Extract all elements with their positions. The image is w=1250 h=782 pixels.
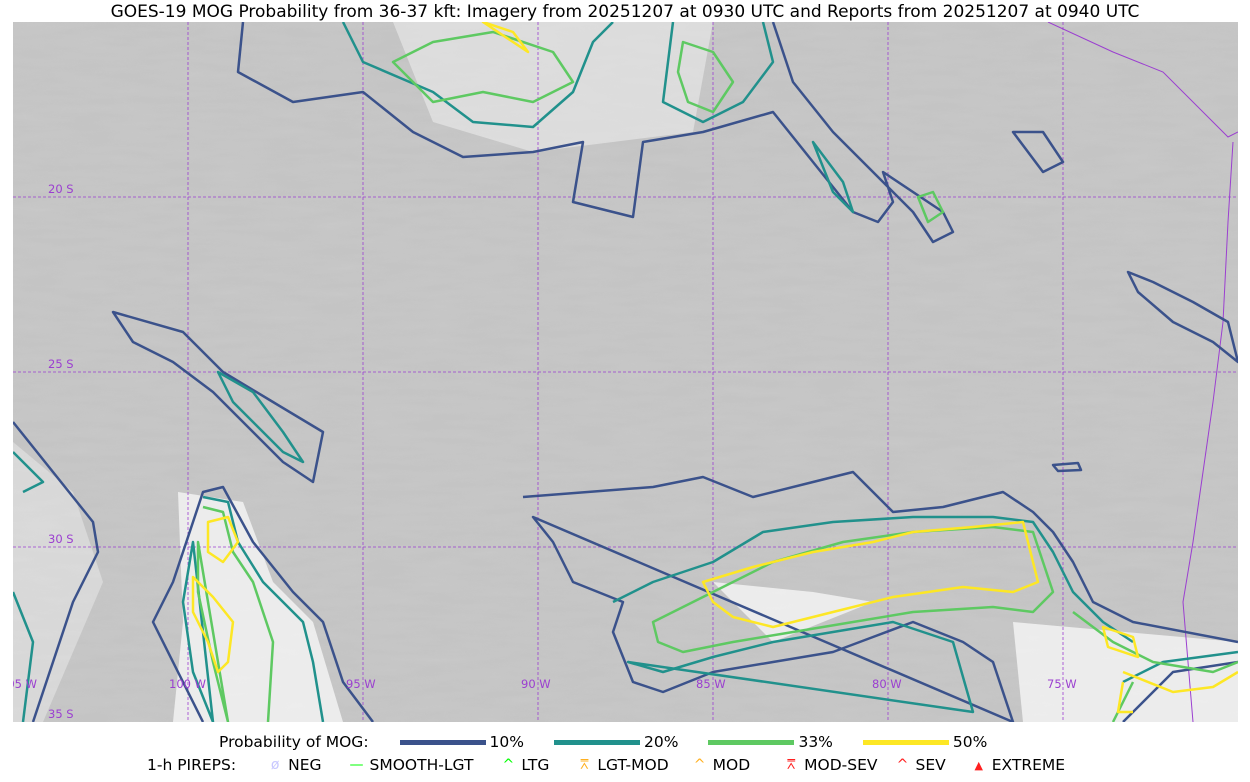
legend-50pct-label: 50% bbox=[952, 733, 988, 751]
contour-20pct bbox=[13, 22, 1238, 722]
lon-label-100w: 100 W bbox=[169, 677, 206, 691]
contour-10pct bbox=[13, 22, 1238, 722]
chart-title: GOES-19 MOG Probability from 36-37 kft: … bbox=[110, 2, 1140, 22]
lat-label-30s: 30 S bbox=[48, 532, 74, 546]
pirep-neg-label: NEG bbox=[288, 756, 322, 774]
legend-10pct: 10% bbox=[399, 733, 524, 751]
pirep-mod-sev-label: MOD-SEV bbox=[804, 756, 878, 774]
lon-label-105w: 105 W bbox=[13, 677, 37, 691]
pirep-mod-label: MOD bbox=[712, 756, 751, 774]
lat-label-20s: 20 S bbox=[48, 182, 74, 196]
pirep-mod-sev: ⩞ MOD-SEV bbox=[780, 756, 878, 774]
satellite-map: 105 W 100 W 95 W 90 W 85 W 80 W 75 W 20 … bbox=[13, 22, 1238, 722]
legend-20pct: 20% bbox=[554, 733, 678, 751]
neg-circle-slash-icon: ø bbox=[270, 757, 280, 773]
legend-50pct: 50% bbox=[862, 733, 988, 751]
pirep-ltg-label: LTG bbox=[521, 756, 550, 774]
pirep-ltg: ^ LTG bbox=[497, 756, 550, 774]
swatch-33pct bbox=[708, 739, 795, 745]
legend-33pct: 33% bbox=[708, 733, 833, 751]
pirep-lgt-mod: ⩞ LGT-MOD bbox=[573, 756, 669, 774]
probability-legend-title: Probability of MOG: bbox=[219, 733, 369, 751]
lon-label-85w: 85 W bbox=[696, 677, 726, 691]
lat-label-25s: 25 S bbox=[48, 357, 74, 371]
lon-label-95w: 95 W bbox=[346, 677, 376, 691]
latitude-labels: 20 S 25 S 30 S 35 S bbox=[48, 182, 74, 721]
filled-triangle-icon: ▲ bbox=[974, 758, 983, 772]
pirep-smooth-lgt-label: SMOOTH-LGT bbox=[369, 756, 474, 774]
legend-10pct-label: 10% bbox=[489, 733, 524, 751]
pirep-neg: ø NEG bbox=[264, 756, 322, 774]
lon-label-75w: 75 W bbox=[1047, 677, 1077, 691]
pireps-legend: 1-h PIREPS: ø NEG — SMOOTH-LGT ^ LTG ⩞ LGT-M… bbox=[0, 756, 1250, 774]
pirep-mod: ^ MOD bbox=[689, 756, 751, 774]
caret-icon: ^ bbox=[502, 757, 515, 773]
lat-label-35s: 35 S bbox=[48, 707, 74, 721]
legend-20pct-label: 20% bbox=[644, 733, 679, 751]
caret-icon: ^ bbox=[693, 757, 706, 773]
pirep-sev-label: SEV bbox=[915, 756, 946, 774]
probability-legend: Probability of MOG: 10% 20% 33% 50% bbox=[0, 733, 1250, 751]
double-caret-bar-icon: ⩞ bbox=[786, 757, 796, 773]
longitude-labels: 105 W 100 W 95 W 90 W 85 W 80 W 75 W bbox=[13, 677, 1077, 691]
pirep-extreme-label: EXTREME bbox=[991, 756, 1066, 774]
lon-label-90w: 90 W bbox=[521, 677, 551, 691]
pireps-legend-title: 1-h PIREPS: bbox=[147, 756, 237, 774]
contour-33pct bbox=[196, 30, 1238, 722]
smooth-line-icon: — bbox=[349, 757, 364, 773]
pirep-smooth-lgt: — SMOOTH-LGT bbox=[346, 756, 474, 774]
south-america-coastline bbox=[1047, 22, 1238, 722]
pirep-lgt-mod-label: LGT-MOD bbox=[597, 756, 669, 774]
lon-label-80w: 80 W bbox=[872, 677, 902, 691]
double-caret-icon: ^ bbox=[896, 757, 909, 773]
swatch-50pct bbox=[862, 739, 949, 745]
legend-33pct-label: 33% bbox=[798, 733, 833, 751]
caret-bar-icon: ⩞ bbox=[580, 757, 589, 773]
pirep-sev: ^ SEV bbox=[892, 756, 946, 774]
swatch-10pct bbox=[399, 739, 486, 745]
contour-50pct bbox=[191, 22, 1238, 714]
pirep-extreme: ▲ EXTREME bbox=[968, 756, 1066, 774]
swatch-20pct bbox=[554, 739, 640, 745]
